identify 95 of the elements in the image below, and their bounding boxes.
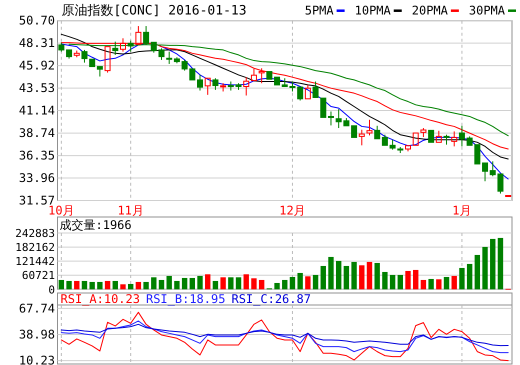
- y-tick-label: 36.35: [18, 148, 55, 163]
- bar: [320, 266, 326, 290]
- bar: [344, 266, 350, 290]
- bar: [498, 238, 504, 290]
- bar: [436, 279, 442, 290]
- y-tick-label: 43.53: [18, 81, 55, 96]
- bar: [212, 280, 218, 290]
- chart-title: 原油指数[CONC] 2016-01-13: [62, 4, 247, 19]
- bar: [459, 268, 465, 290]
- y-tick-label: 45.92: [18, 58, 55, 73]
- bar: [58, 280, 64, 290]
- bar: [398, 274, 403, 290]
- bar: [405, 270, 411, 290]
- legend-label: 10PMA: [354, 4, 392, 18]
- bar: [282, 280, 288, 290]
- bar: [74, 280, 80, 290]
- x-tick-label: 11月: [117, 204, 144, 218]
- series-label: RSI_B:18.95: [146, 292, 226, 306]
- bar: [297, 272, 303, 290]
- bar: [104, 280, 110, 290]
- y-tick-label: 41.14: [18, 104, 55, 118]
- bar: [490, 238, 496, 290]
- bar: [474, 254, 480, 290]
- bar: [359, 265, 364, 290]
- line-series: [60, 312, 509, 362]
- bar: [390, 274, 396, 290]
- bar: [236, 277, 242, 290]
- bar: [89, 282, 95, 290]
- x-tick-label: 10月: [48, 204, 75, 218]
- chart-title: 成交量:1966: [60, 218, 132, 232]
- series-label: RSI_A:10.23: [60, 292, 140, 306]
- bar: [197, 276, 203, 290]
- y-tick-label: 10.23: [18, 354, 55, 365]
- candlestick: [204, 78, 211, 96]
- x-tick-label: 12月: [279, 204, 306, 218]
- y-tick-label: 0: [48, 283, 55, 296]
- bar: [220, 277, 226, 290]
- y-tick-label: 121442: [15, 255, 55, 268]
- bar: [166, 276, 172, 290]
- legend-label: 30PMA: [468, 4, 506, 18]
- y-tick-label: 242883: [15, 227, 55, 240]
- candlestick: [358, 129, 365, 146]
- candlestick: [428, 130, 434, 143]
- bar: [244, 274, 249, 290]
- line-series: [60, 324, 509, 346]
- y-tick-label: 182162: [15, 241, 55, 254]
- y-tick-label: 33.96: [18, 171, 55, 186]
- bar: [158, 280, 164, 290]
- bar: [66, 280, 72, 290]
- bar: [413, 270, 418, 290]
- bar: [374, 262, 380, 290]
- legend-label: 5PMA: [304, 4, 334, 18]
- bar: [336, 260, 342, 290]
- bar: [452, 276, 457, 290]
- bar: [128, 284, 134, 290]
- bar: [228, 277, 234, 290]
- bar: [420, 280, 426, 290]
- bar: [136, 282, 142, 290]
- text: RSI_C:26.87: [231, 292, 311, 306]
- bar: [290, 276, 296, 290]
- y-tick-label: 50.70: [18, 14, 55, 28]
- line-series: [60, 320, 509, 354]
- candlestick: [451, 130, 458, 147]
- bar: [97, 282, 103, 290]
- bar: [258, 280, 264, 290]
- bar: [205, 274, 210, 290]
- bar: [82, 280, 88, 290]
- y-tick-label: 38.74: [18, 126, 55, 140]
- y-tick-label: 38.98: [18, 327, 55, 342]
- bar: [312, 274, 318, 290]
- bar: [120, 284, 126, 290]
- y-tick-label: 60721: [22, 269, 55, 282]
- bar: [305, 276, 311, 290]
- bar: [251, 278, 257, 290]
- bar: [351, 262, 357, 290]
- bar: [466, 264, 472, 290]
- bar: [444, 276, 450, 290]
- candlestick: [96, 66, 103, 78]
- bar: [112, 280, 118, 290]
- bar: [366, 262, 372, 290]
- legend-label: 20PMA: [412, 4, 449, 18]
- x-tick-label: 1月: [452, 204, 472, 218]
- bar: [428, 278, 434, 290]
- bar: [143, 282, 149, 290]
- bar: [190, 278, 196, 290]
- bar: [328, 256, 334, 290]
- candlestick: [336, 108, 342, 129]
- bar: [382, 272, 388, 290]
- bar: [174, 280, 180, 290]
- y-tick-label: 67.74: [18, 301, 55, 316]
- bar: [274, 282, 280, 290]
- bar: [182, 278, 188, 290]
- y-tick-label: 48.31: [18, 36, 55, 50]
- bar: [482, 246, 488, 290]
- bar: [151, 277, 156, 290]
